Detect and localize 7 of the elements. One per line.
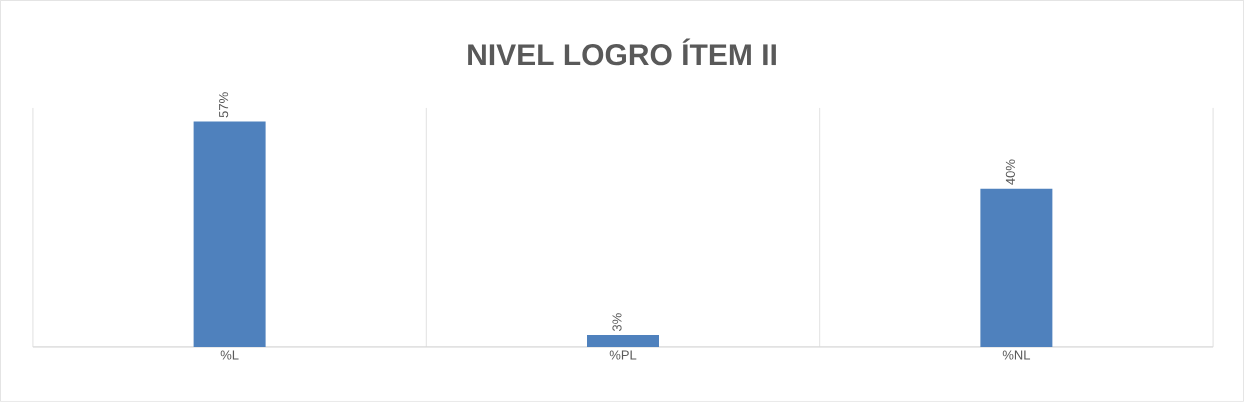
data-label: 57% [219, 92, 229, 118]
chart-title: NIVEL LOGRO ÍTEM II [468, 38, 776, 66]
x-tick-label: %NL [1002, 350, 1031, 360]
x-tick-label: %L [220, 350, 239, 360]
x-tick-label: %PL [609, 350, 637, 360]
data-label: 40% [1005, 159, 1015, 185]
data-label: 3% [612, 313, 622, 332]
